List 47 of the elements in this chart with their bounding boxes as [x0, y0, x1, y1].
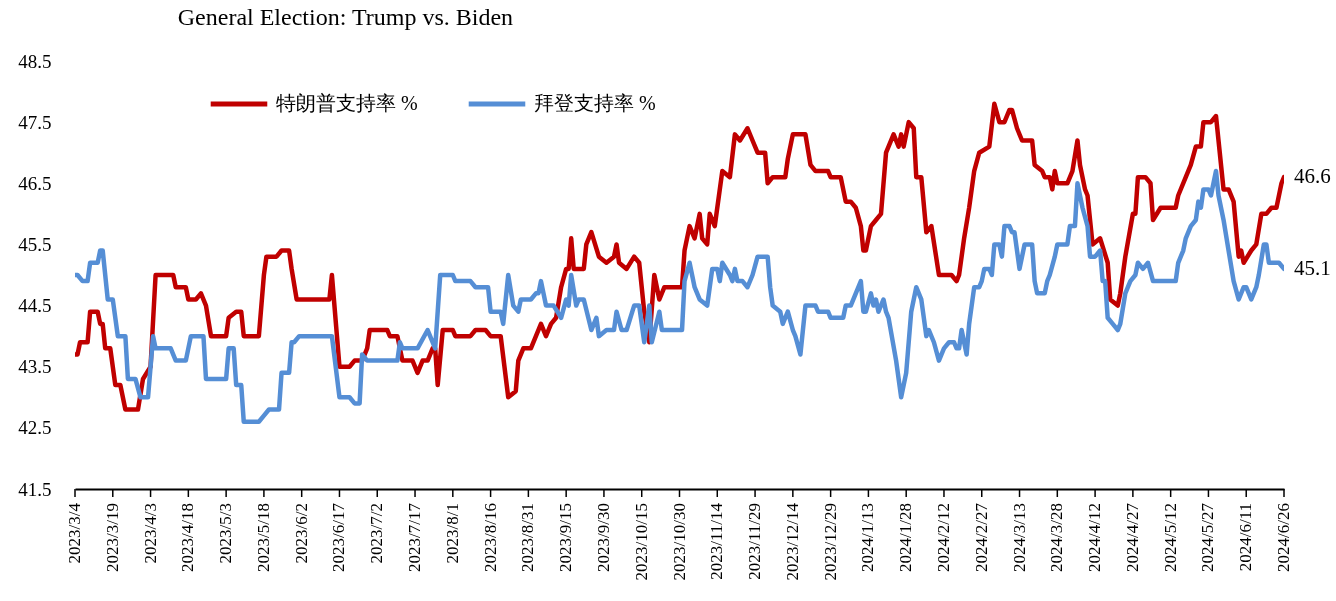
x-tick-label: 2023/5/18: [253, 503, 273, 572]
y-tick-label: 42.5: [18, 417, 52, 439]
x-tick-label: 2024/1/28: [896, 503, 916, 572]
x-tick-label: 2023/3/19: [102, 503, 122, 572]
x-tick-label: 2023/6/17: [329, 502, 349, 572]
legend-label: 特朗普支持率 %: [275, 92, 418, 114]
x-tick-label: 2023/8/1: [442, 503, 462, 564]
y-tick-label: 47.5: [18, 111, 52, 133]
x-tick-label: 2023/8/16: [480, 503, 500, 572]
annotation: 46.6: [1294, 164, 1331, 189]
x-tick-label: 2024/3/28: [1047, 503, 1067, 572]
x-tick-label: 2024/2/12: [933, 503, 953, 572]
x-tick-label: 2024/5/27: [1198, 502, 1218, 572]
x-tick-label: 2023/8/31: [518, 503, 538, 572]
x-tick-label: 2023/10/30: [669, 503, 689, 581]
x-tick-label: 2023/3/4: [65, 502, 84, 564]
x-tick-label: 2024/6/11: [1236, 503, 1256, 572]
y-tick-label: 44.5: [18, 295, 52, 317]
annotation: 45.1: [1294, 255, 1331, 280]
x-tick-label: 2023/7/2: [367, 503, 387, 564]
x-tick-label: 2024/1/13: [858, 503, 878, 572]
line-series: [75, 168, 1284, 424]
x-tick-label: 2024/3/13: [1009, 503, 1029, 572]
legend-label: 拜登支持率 %: [533, 92, 656, 114]
x-tick-label: 2024/2/27: [971, 502, 991, 572]
x-tick-label: 2024/6/26: [1274, 503, 1293, 572]
x-tick-label: 2024/4/12: [1085, 503, 1105, 572]
x-tick-label: 2024/4/27: [1122, 502, 1142, 572]
x-tick-label: 2023/12/29: [820, 503, 840, 581]
y-tick-label: 45.5: [18, 233, 52, 255]
y-tick-label: 41.5: [18, 478, 52, 500]
x-tick-label: 2023/5/3: [216, 503, 236, 564]
x-tick-label: 2023/9/15: [556, 503, 576, 572]
y-tick-label: 43.5: [18, 356, 52, 378]
x-tick-label: 2023/6/2: [291, 503, 311, 564]
x-tick-label: 2023/11/14: [707, 502, 727, 580]
y-tick-label: 46.5: [18, 172, 52, 194]
x-tick-label: 2024/5/12: [1160, 503, 1180, 572]
x-tick-label: 2023/11/29: [745, 503, 765, 580]
x-tick-label: 2023/7/17: [405, 502, 425, 572]
x-tick-label: 2023/4/18: [178, 503, 198, 572]
chart-title: General Election: Trump vs. Biden: [177, 4, 514, 30]
x-tick-label: 2023/12/14: [782, 502, 802, 581]
y-tick-label: 48.5: [18, 50, 52, 72]
x-tick-label: 2023/10/15: [631, 503, 651, 581]
x-tick-label: 2023/4/3: [140, 503, 160, 564]
x-tick-label: 2023/9/30: [593, 503, 613, 572]
